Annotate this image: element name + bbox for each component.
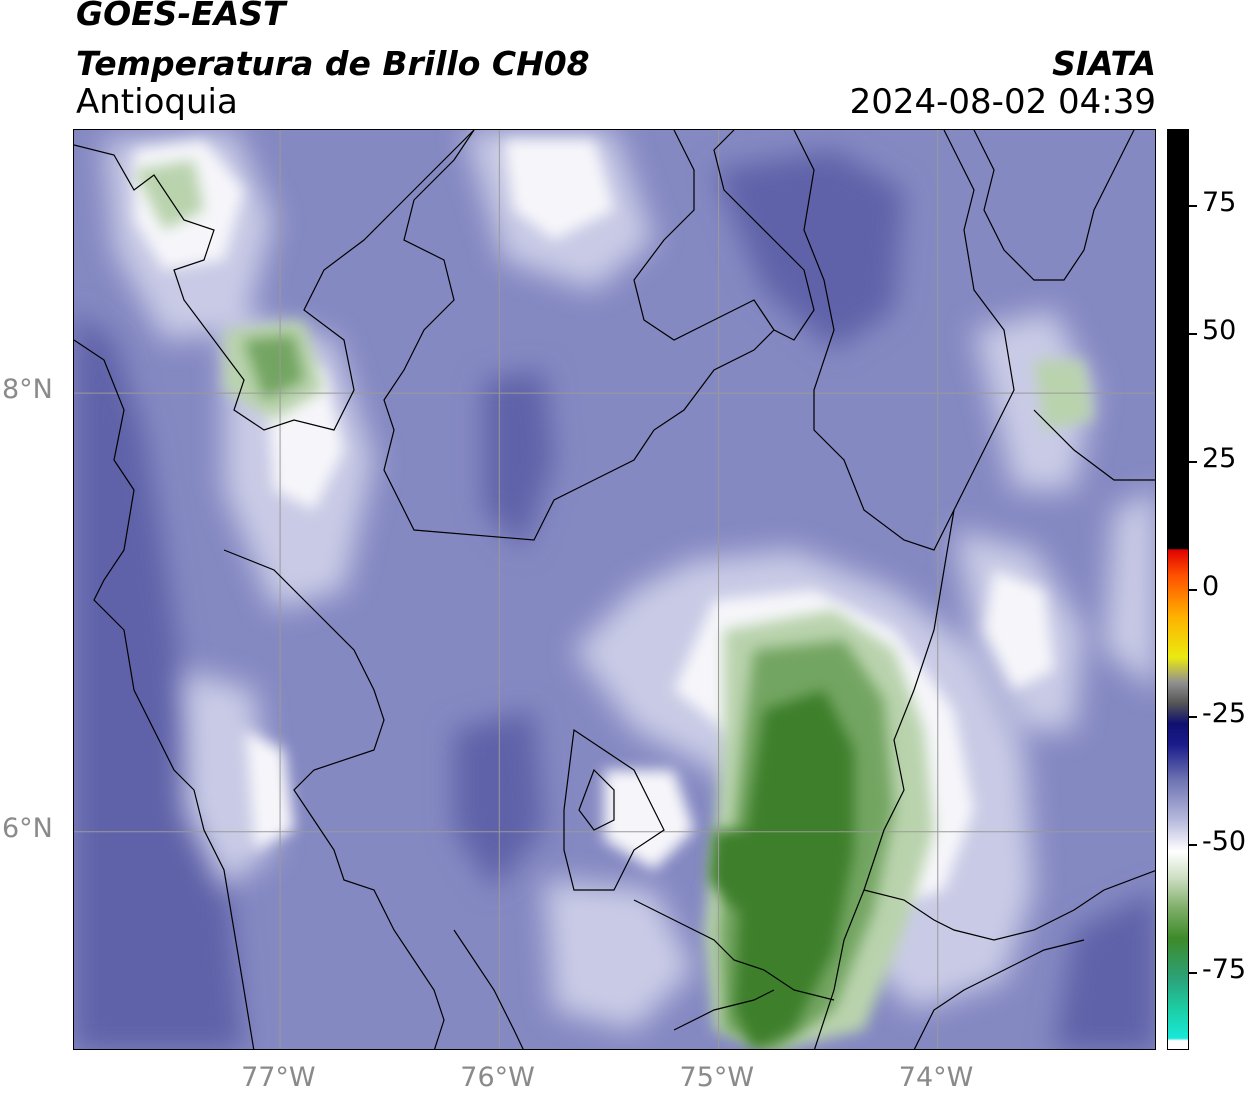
longitude-tick-label: 74°W bbox=[898, 1062, 974, 1093]
colorbar-gradient bbox=[1168, 130, 1188, 1049]
datetime-label: 2024-08-02 04:39 bbox=[849, 82, 1156, 122]
longitude-tick-label: 76°W bbox=[460, 1062, 535, 1093]
colorbar-tick bbox=[1189, 332, 1197, 335]
colorbar-tick bbox=[1189, 588, 1197, 591]
colorbar-tick bbox=[1189, 460, 1197, 463]
colorbar-tick-label: 50 bbox=[1202, 314, 1237, 346]
colorbar-tick-label: 75 bbox=[1202, 186, 1237, 218]
graticule bbox=[74, 130, 1155, 1049]
product-title: Temperatura de Brillo CH08 bbox=[76, 44, 590, 83]
longitude-tick-label: 75°W bbox=[679, 1062, 755, 1093]
latitude-tick-label: 8°N bbox=[2, 374, 53, 406]
colorbar-tick-label: -25 bbox=[1202, 698, 1247, 730]
colorbar-tick bbox=[1189, 716, 1197, 719]
colorbar-tick-label: 0 bbox=[1202, 570, 1220, 602]
satellite-title: GOES-EAST bbox=[76, 0, 286, 33]
colorbar-tick bbox=[1189, 972, 1197, 975]
colorbar-tick-label: -75 bbox=[1202, 954, 1247, 986]
organization-label: SIATA bbox=[1052, 44, 1156, 83]
colorbar-tick bbox=[1189, 204, 1197, 207]
colorbar-tick-label: 25 bbox=[1202, 442, 1237, 474]
colorbar-tick bbox=[1189, 844, 1197, 847]
longitude-tick-label: 77°W bbox=[241, 1062, 316, 1093]
green-dark-regions bbox=[709, 690, 854, 1049]
colorbar-tick-label: -50 bbox=[1202, 826, 1247, 858]
admin-boundaries bbox=[74, 130, 1155, 1049]
brightness-temperature-map bbox=[74, 130, 1155, 1049]
cold-dark-regions bbox=[74, 150, 1155, 1049]
map-panel bbox=[73, 129, 1156, 1050]
latitude-tick-label: 6°N bbox=[2, 812, 53, 844]
region-label: Antioquia bbox=[76, 82, 238, 122]
colorbar bbox=[1167, 129, 1189, 1050]
